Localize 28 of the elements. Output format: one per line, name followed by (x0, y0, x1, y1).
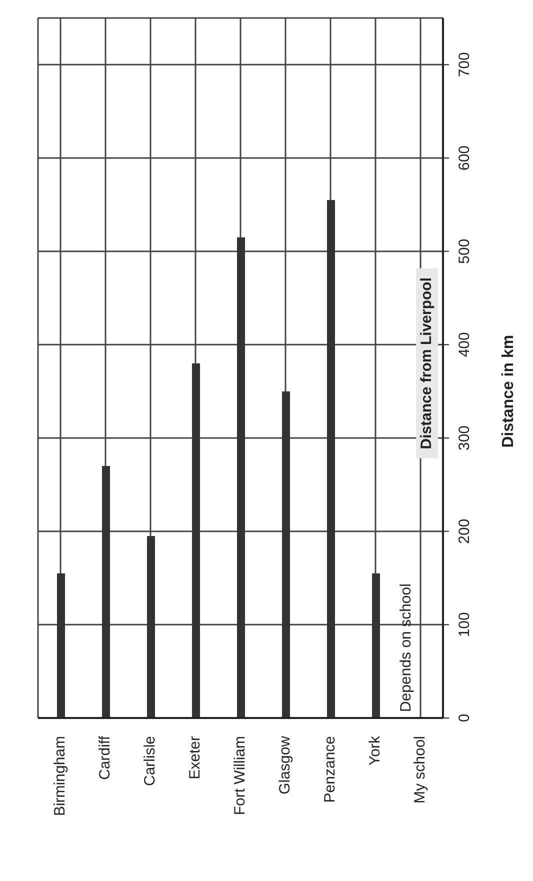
y-tick-label: 700 (456, 52, 473, 78)
x-tick-label: Penzance (321, 736, 338, 803)
bar (147, 536, 155, 718)
x-tick-label: Cardiff (96, 735, 114, 780)
x-tick-label: My school (411, 736, 428, 804)
x-tick-label: Exeter (186, 736, 204, 780)
x-tick-label: Birmingham (51, 736, 68, 816)
bar (237, 237, 245, 718)
x-tick-label: Fort William (231, 736, 248, 816)
y-axis-title: Distance in km (500, 334, 518, 448)
bar (192, 363, 200, 718)
y-tick-label: 100 (456, 612, 473, 638)
x-tick-label: Carlisle (141, 736, 158, 786)
bar (282, 391, 290, 718)
y-tick-label: 200 (456, 518, 473, 544)
annotation: Depends on school (397, 584, 414, 712)
bar (57, 573, 65, 718)
y-tick-label: 0 (456, 714, 473, 722)
bar (102, 466, 110, 718)
text: Distance from Liverpool (418, 277, 435, 450)
y-tick-label: 500 (456, 238, 473, 264)
bar (372, 573, 380, 718)
y-tick-label: 300 (456, 425, 473, 451)
x-tick-label: York (366, 736, 384, 766)
x-tick-label: Glasgow (276, 736, 294, 794)
bar (327, 200, 335, 718)
y-tick-label: 400 (456, 332, 473, 358)
y-tick-label: 600 (456, 145, 473, 171)
